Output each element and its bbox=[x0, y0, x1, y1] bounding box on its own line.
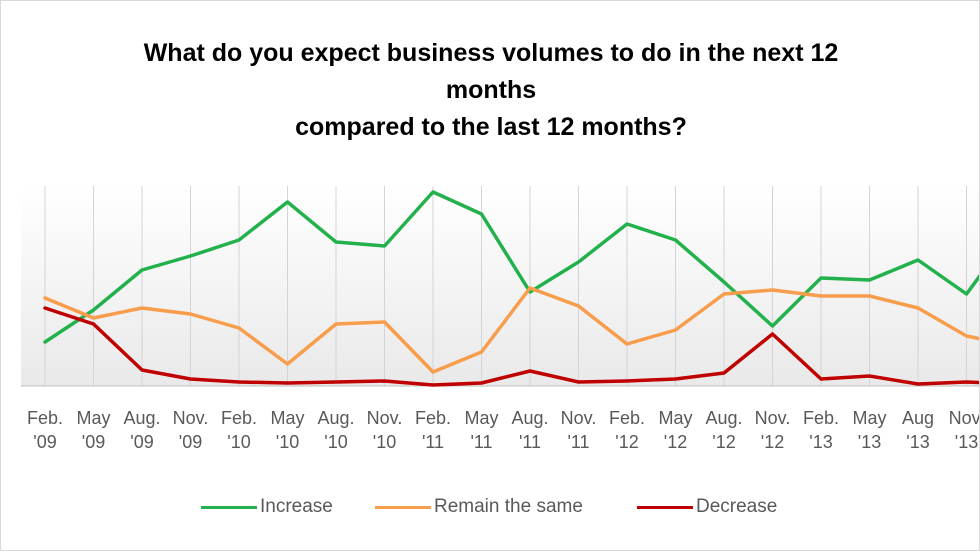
line-chart: Feb. '09 May '09 Aug. '09 Nov. '09 Feb. '10 May '10… bbox=[21, 186, 980, 452]
legend-swatch-remain bbox=[375, 505, 431, 509]
x-tick-label-month: May bbox=[76, 408, 110, 428]
x-tick-label-year: '12 bbox=[712, 432, 735, 452]
x-tick-labels: Feb. '09 May '09 Aug. '09 Nov. '09 Feb. '10 May '10… bbox=[27, 408, 980, 452]
x-tick-label-month: Aug. bbox=[705, 408, 742, 428]
x-tick-label-month: Feb. bbox=[803, 408, 839, 428]
x-tick-label-month: Nov. bbox=[561, 408, 597, 428]
x-tick-label-year: '13 bbox=[955, 432, 978, 452]
x-tick-label-year: '13 bbox=[809, 432, 832, 452]
plot-area bbox=[21, 186, 979, 386]
gridlines bbox=[44, 186, 967, 386]
x-tick-label-month: Nov. bbox=[367, 408, 403, 428]
x-tick-label-year: '10 bbox=[276, 432, 299, 452]
series-line-increase bbox=[43, 190, 979, 344]
x-tick-label-month: Aug. bbox=[123, 408, 160, 428]
series-line-remain-the-same bbox=[43, 286, 979, 374]
x-tick-label-month: Feb. bbox=[609, 408, 645, 428]
series-line-decrease bbox=[43, 306, 979, 387]
legend-item-decrease: Decrease bbox=[637, 493, 777, 521]
x-tick-label-month: Feb. bbox=[221, 408, 257, 428]
x-tick-label-year: '10 bbox=[227, 432, 250, 452]
legend: Increase Remain the same Decrease bbox=[1, 493, 979, 521]
x-tick-label-month: May bbox=[658, 408, 692, 428]
x-tick-label-year: '11 bbox=[422, 432, 444, 452]
x-tick-label-year: '10 bbox=[373, 432, 396, 452]
series-layer bbox=[43, 190, 979, 387]
x-tick-label-month: May bbox=[464, 408, 498, 428]
x-tick-label-month: May bbox=[270, 408, 304, 428]
x-tick-label-year: '09 bbox=[179, 432, 202, 452]
x-tick-label-month: Aug bbox=[902, 408, 934, 428]
legend-swatch-decrease bbox=[637, 505, 693, 509]
x-tick-label-year: '11 bbox=[519, 432, 541, 452]
x-tick-label-year: '11 bbox=[470, 432, 492, 452]
legend-label-increase: Increase bbox=[260, 496, 333, 517]
x-tick-label-month: May bbox=[852, 408, 886, 428]
x-tick-label-year: '12 bbox=[615, 432, 638, 452]
legend-label-remain: Remain the same bbox=[434, 496, 583, 517]
x-tick-label-year: '12 bbox=[761, 432, 784, 452]
chart-title-line-1: What do you expect business volumes to d… bbox=[143, 39, 839, 67]
x-tick-label-year: '09 bbox=[33, 432, 56, 452]
x-tick-label-year: '10 bbox=[324, 432, 347, 452]
legend-item-remain: Remain the same bbox=[375, 493, 583, 521]
x-tick-label-month: Nov. bbox=[949, 408, 980, 428]
chart-title: What do you expect business volumes to d… bbox=[41, 35, 941, 146]
legend-item-increase: Increase bbox=[201, 493, 333, 521]
x-tick-label-year: '12 bbox=[664, 432, 687, 452]
x-tick-label-year: '13 bbox=[906, 432, 929, 452]
x-tick-label-year: '09 bbox=[130, 432, 153, 452]
x-tick-label-month: Aug. bbox=[511, 408, 548, 428]
chart-title-line-3: compared to the last 12 months? bbox=[295, 113, 687, 141]
x-tick-label-year: '09 bbox=[82, 432, 105, 452]
legend-swatch-increase bbox=[201, 505, 257, 509]
x-tick-label-month: Nov. bbox=[173, 408, 209, 428]
x-tick-label-month: Aug. bbox=[317, 408, 354, 428]
x-tick-label-month: Feb. bbox=[27, 408, 63, 428]
x-tick-label-month: Nov. bbox=[755, 408, 791, 428]
x-tick-label-year: '11 bbox=[567, 432, 589, 452]
chart-title-line-2: months bbox=[445, 76, 537, 104]
x-tick-label-month: Feb. bbox=[415, 408, 451, 428]
x-tick-label-year: '13 bbox=[858, 432, 881, 452]
legend-label-decrease: Decrease bbox=[696, 496, 778, 517]
